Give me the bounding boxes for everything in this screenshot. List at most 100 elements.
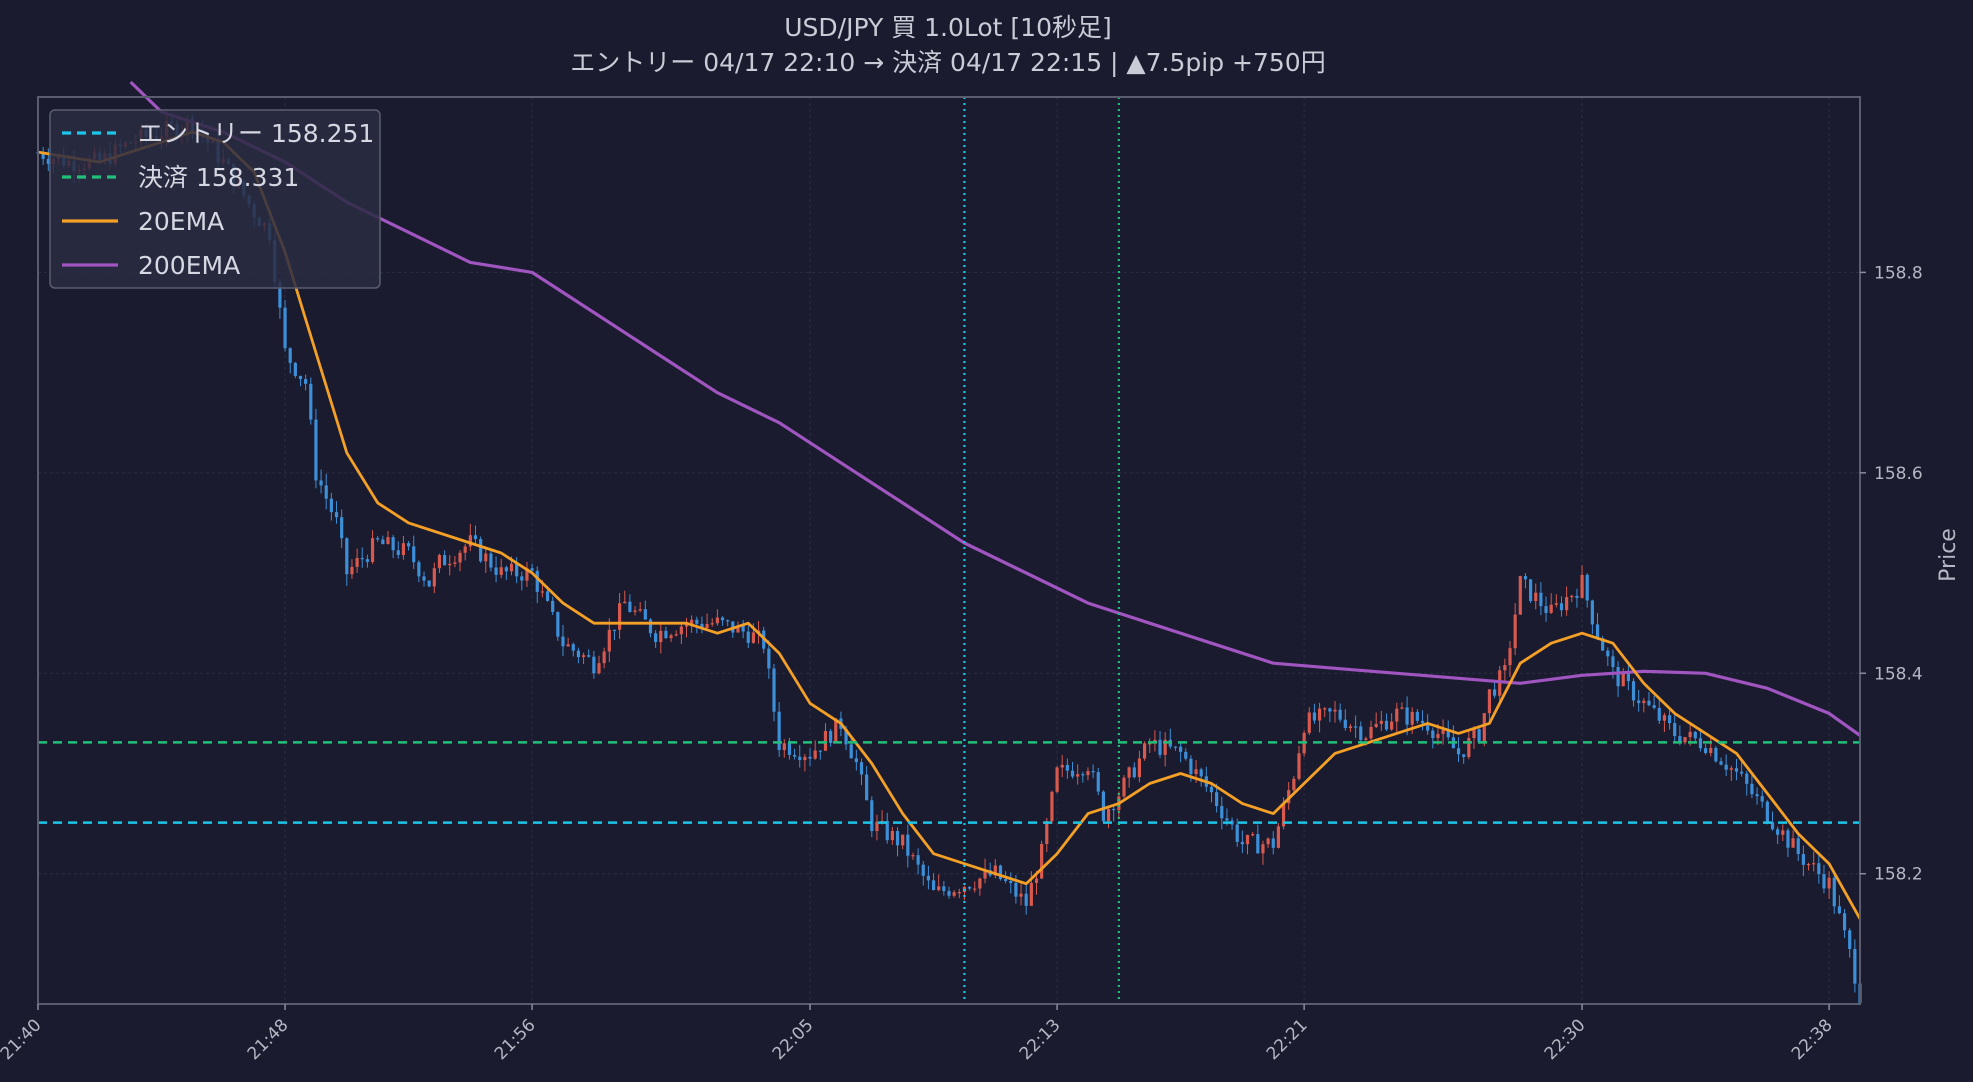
- candle-body: [401, 543, 406, 556]
- candle-body: [973, 888, 977, 890]
- candle-body: [1590, 600, 1594, 625]
- candle-body: [726, 620, 730, 622]
- candle-body: [365, 559, 370, 562]
- candle-body: [1292, 778, 1296, 791]
- candle-body: [1565, 597, 1569, 611]
- y-axis: 158.2 158.4 158.6 158.8: [1860, 263, 1923, 885]
- candle-body: [1091, 771, 1095, 773]
- candle-body: [741, 625, 745, 632]
- candle-body: [1343, 719, 1347, 729]
- candle-body: [355, 558, 359, 567]
- candle-body: [396, 550, 400, 556]
- candle-body: [931, 880, 936, 891]
- candle-body: [798, 756, 802, 761]
- candle-body: [1220, 806, 1224, 819]
- candle-body: [1667, 715, 1672, 724]
- candle-body: [1112, 808, 1116, 811]
- candle-body: [1647, 700, 1651, 706]
- candle-body: [1750, 783, 1754, 795]
- candle-body: [1842, 913, 1847, 931]
- candle-body: [453, 562, 457, 564]
- candle-body: [350, 566, 354, 575]
- candle-body: [808, 756, 812, 759]
- candle-body: [1132, 767, 1136, 778]
- candle-body: [293, 362, 297, 376]
- candle-body: [1266, 838, 1270, 845]
- candle-body: [1323, 708, 1327, 710]
- ema200-line: [129, 80, 1861, 737]
- candle-body: [705, 623, 709, 629]
- legend-label: 決済 158.331: [138, 163, 299, 192]
- candle-body: [859, 762, 864, 775]
- candle-body: [386, 537, 390, 545]
- candle-body: [1034, 878, 1039, 883]
- candle-body: [319, 480, 323, 486]
- candle-body: [1173, 746, 1178, 748]
- x-tick-label: 22:05: [769, 1015, 818, 1064]
- candle-body: [602, 651, 606, 664]
- candle-body: [1703, 748, 1708, 754]
- candle-body: [329, 498, 333, 513]
- legend-label: 20EMA: [138, 207, 224, 236]
- candle-body: [1745, 773, 1749, 784]
- candle-body: [1317, 708, 1322, 721]
- candle-body: [1045, 821, 1049, 844]
- x-tick-label: 22:38: [1788, 1015, 1837, 1064]
- candle-body: [1281, 803, 1286, 827]
- chart-title: USD/JPY 買 1.0Lot [10秒足]: [784, 13, 1112, 42]
- candle-body: [947, 891, 951, 896]
- candle-body: [720, 617, 725, 621]
- candle-body: [679, 626, 683, 635]
- candle-body: [1338, 709, 1342, 720]
- candle-body: [1426, 723, 1430, 731]
- candle-body: [736, 625, 740, 633]
- candle-body: [1106, 808, 1111, 822]
- candle-body: [643, 609, 647, 620]
- candle-body: [1122, 777, 1126, 797]
- candle-body: [1570, 595, 1574, 598]
- candle-body: [1544, 606, 1548, 613]
- candle-body: [1631, 681, 1636, 701]
- candle-body: [901, 834, 905, 846]
- candle-body: [1637, 700, 1641, 704]
- legend-label: 200EMA: [138, 251, 240, 280]
- candle-body: [1245, 834, 1250, 845]
- candle-body: [520, 576, 524, 581]
- candle-body: [278, 282, 282, 308]
- candle-body: [1724, 764, 1728, 770]
- candle-body: [1436, 733, 1440, 739]
- x-tick-label: 21:40: [0, 1015, 46, 1064]
- candle-body: [906, 834, 910, 856]
- candle-body: [412, 546, 416, 563]
- candle-body: [1014, 882, 1018, 897]
- candle-body: [617, 603, 622, 630]
- x-tick-label: 21:48: [244, 1015, 293, 1064]
- candle-body: [468, 535, 472, 547]
- candle-body: [1374, 723, 1378, 727]
- candle-body: [525, 568, 529, 581]
- candle-body: [1755, 794, 1759, 797]
- candle-body: [1559, 603, 1564, 611]
- candle-body: [1004, 879, 1008, 881]
- candle-body: [345, 538, 349, 575]
- candle-body: [792, 754, 797, 757]
- candle-body: [1487, 689, 1492, 714]
- candle-body: [1832, 877, 1836, 907]
- candle-body: [1791, 838, 1795, 848]
- candle-body: [998, 865, 1003, 880]
- candle-body: [1801, 854, 1805, 865]
- candle-body: [1276, 826, 1281, 848]
- candle-body: [993, 865, 997, 876]
- candle-body: [1539, 592, 1543, 607]
- candle-body: [1369, 726, 1373, 739]
- candle-body: [1848, 930, 1852, 949]
- candle-body: [1467, 738, 1471, 757]
- candle-body: [1812, 863, 1816, 865]
- candle-body: [443, 555, 447, 566]
- candle-body: [1348, 726, 1353, 729]
- candle-body: [1312, 712, 1317, 721]
- candle-body: [690, 619, 694, 624]
- candle-body: [767, 648, 771, 669]
- candle-body: [695, 619, 699, 624]
- candle-body: [1601, 638, 1605, 651]
